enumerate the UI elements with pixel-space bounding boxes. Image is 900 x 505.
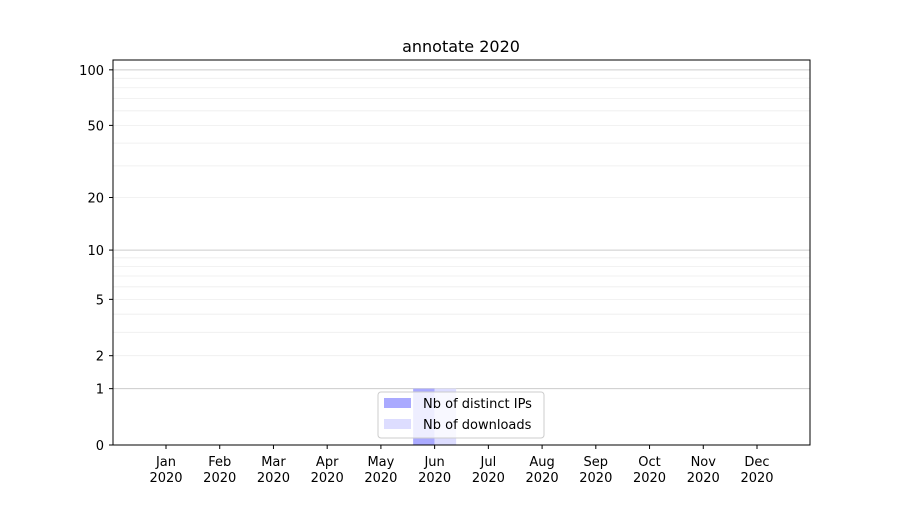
x-tick-label: Jun 2020 (418, 455, 451, 486)
x-tick-label: Feb 2020 (203, 455, 236, 486)
y-tick-label: 20 (87, 192, 104, 207)
y-tick-label: 50 (87, 119, 104, 134)
x-tick-label: Oct 2020 (633, 455, 666, 486)
x-tick-label: May 2020 (364, 455, 397, 486)
legend-swatch (384, 398, 411, 408)
y-tick-label: 2 (96, 350, 104, 365)
legend-label: Nb of distinct IPs (423, 397, 532, 412)
plot-frame (112, 59, 811, 446)
legend-frame (377, 391, 545, 439)
x-tick-label: Jan 2020 (149, 455, 182, 486)
x-tick-label: Jul 2020 (472, 455, 505, 486)
chart-title: annotate 2020 (402, 37, 520, 56)
y-tick-label: 5 (96, 293, 104, 308)
x-tick-label: Aug 2020 (526, 455, 559, 486)
y-tick-label: 0 (96, 439, 104, 454)
y-tick-label: 10 (87, 244, 104, 259)
y-tick-label: 1 (96, 383, 104, 398)
legend-swatch (384, 419, 411, 429)
legend-label: Nb of downloads (423, 418, 532, 433)
x-tick-label: Dec 2020 (740, 455, 773, 486)
x-tick-label: Mar 2020 (257, 455, 290, 486)
y-tick-label: 100 (79, 64, 104, 79)
x-tick-label: Sep 2020 (579, 455, 612, 486)
x-tick-label: Nov 2020 (687, 455, 720, 486)
x-tick-label: Apr 2020 (311, 455, 344, 486)
legend: Nb of distinct IPs Nb of downloads (377, 391, 545, 439)
